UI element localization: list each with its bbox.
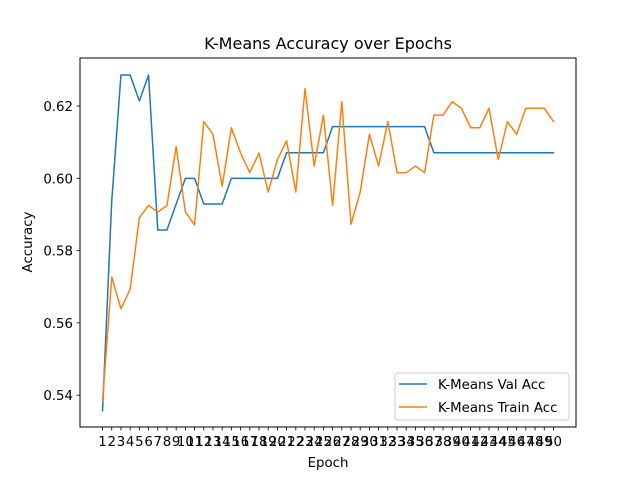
x-tick-label: 16 xyxy=(232,435,249,450)
x-tick-label: 14 xyxy=(214,435,231,450)
y-tick-label: 0.60 xyxy=(43,172,73,187)
x-tick-label: 31 xyxy=(370,435,387,450)
x-tick-label: 38 xyxy=(435,435,452,450)
x-tick-label: 15 xyxy=(223,435,240,450)
legend: K-Means Val Acc K-Means Train Acc xyxy=(394,372,570,421)
legend-label-val: K-Means Val Acc xyxy=(438,378,545,393)
x-tick-label: 5 xyxy=(135,435,143,450)
x-tick-label: 4 xyxy=(126,435,134,450)
x-axis-ticks: 1 2 3 4 5 6 7 8 91011121314151617181920212223242… xyxy=(98,427,562,450)
x-tick-label: 48 xyxy=(527,435,544,450)
y-axis-ticks: 0.54 0.56 0.58 0.60 0.62 xyxy=(43,100,80,404)
y-tick-label: 0.56 xyxy=(43,317,73,332)
series-layer xyxy=(101,74,555,412)
x-tick-label: 23 xyxy=(297,435,314,450)
x-tick-label: 30 xyxy=(361,435,378,450)
legend-label-train: K-Means Train Acc xyxy=(438,401,557,416)
x-tick-label: 44 xyxy=(490,435,507,450)
x-tick-label: 47 xyxy=(517,435,534,450)
x-tick-label: 17 xyxy=(241,435,258,450)
x-tick-label: 36 xyxy=(416,435,433,450)
x-tick-label: 35 xyxy=(407,435,424,450)
x-tick-label: 10 xyxy=(177,435,194,450)
x-tick-label: 26 xyxy=(324,435,341,450)
x-tick-label: 41 xyxy=(462,435,479,450)
x-tick-label: 3 xyxy=(117,435,125,450)
x-axis-label: Epoch xyxy=(308,456,349,471)
legend-box xyxy=(394,372,570,421)
x-tick-label: 32 xyxy=(379,435,396,450)
x-tick-label: 40 xyxy=(453,435,470,450)
x-tick-label: 13 xyxy=(204,435,221,450)
x-tick-label: 45 xyxy=(499,435,516,450)
x-tick-label: 2 xyxy=(108,435,116,450)
x-tick-label: 28 xyxy=(343,435,360,450)
x-tick-label: 49 xyxy=(536,435,553,450)
x-tick-label: 42 xyxy=(471,435,488,450)
x-tick-label: 27 xyxy=(333,435,350,450)
y-tick-label: 0.54 xyxy=(43,389,73,404)
x-tick-label: 21 xyxy=(278,435,295,450)
chart-title: K-Means Accuracy over Epochs xyxy=(204,34,452,53)
y-tick-label: 0.58 xyxy=(43,245,73,260)
x-tick-label: 12 xyxy=(195,435,212,450)
x-tick-label: 34 xyxy=(398,435,415,450)
x-tick-label: 24 xyxy=(306,435,323,450)
x-tick-label: 20 xyxy=(269,435,286,450)
series-line-val-acc xyxy=(101,74,555,412)
plot-frame xyxy=(79,57,577,428)
x-tick-label: 1 xyxy=(98,435,106,450)
x-tick-label: 25 xyxy=(315,435,332,450)
x-tick-label: 22 xyxy=(287,435,304,450)
x-tick-label: 43 xyxy=(481,435,498,450)
x-tick-label: 39 xyxy=(444,435,461,450)
x-tick-label: 50 xyxy=(545,435,562,450)
x-tick-label: 19 xyxy=(260,435,277,450)
x-tick-label: 9 xyxy=(172,435,180,450)
x-tick-label: 8 xyxy=(163,435,171,450)
x-tick-label: 18 xyxy=(250,435,267,450)
x-tick-label: 37 xyxy=(425,435,442,450)
x-tick-label: 46 xyxy=(508,435,525,450)
y-axis-label: Accuracy xyxy=(21,211,36,272)
y-tick-label: 0.62 xyxy=(43,100,73,115)
x-tick-label: 7 xyxy=(154,435,162,450)
series-line-train-acc xyxy=(101,87,555,402)
x-tick-label: 33 xyxy=(389,435,406,450)
x-tick-label: 11 xyxy=(186,435,203,450)
x-tick-label: 29 xyxy=(352,435,369,450)
x-tick-label: 6 xyxy=(144,435,152,450)
